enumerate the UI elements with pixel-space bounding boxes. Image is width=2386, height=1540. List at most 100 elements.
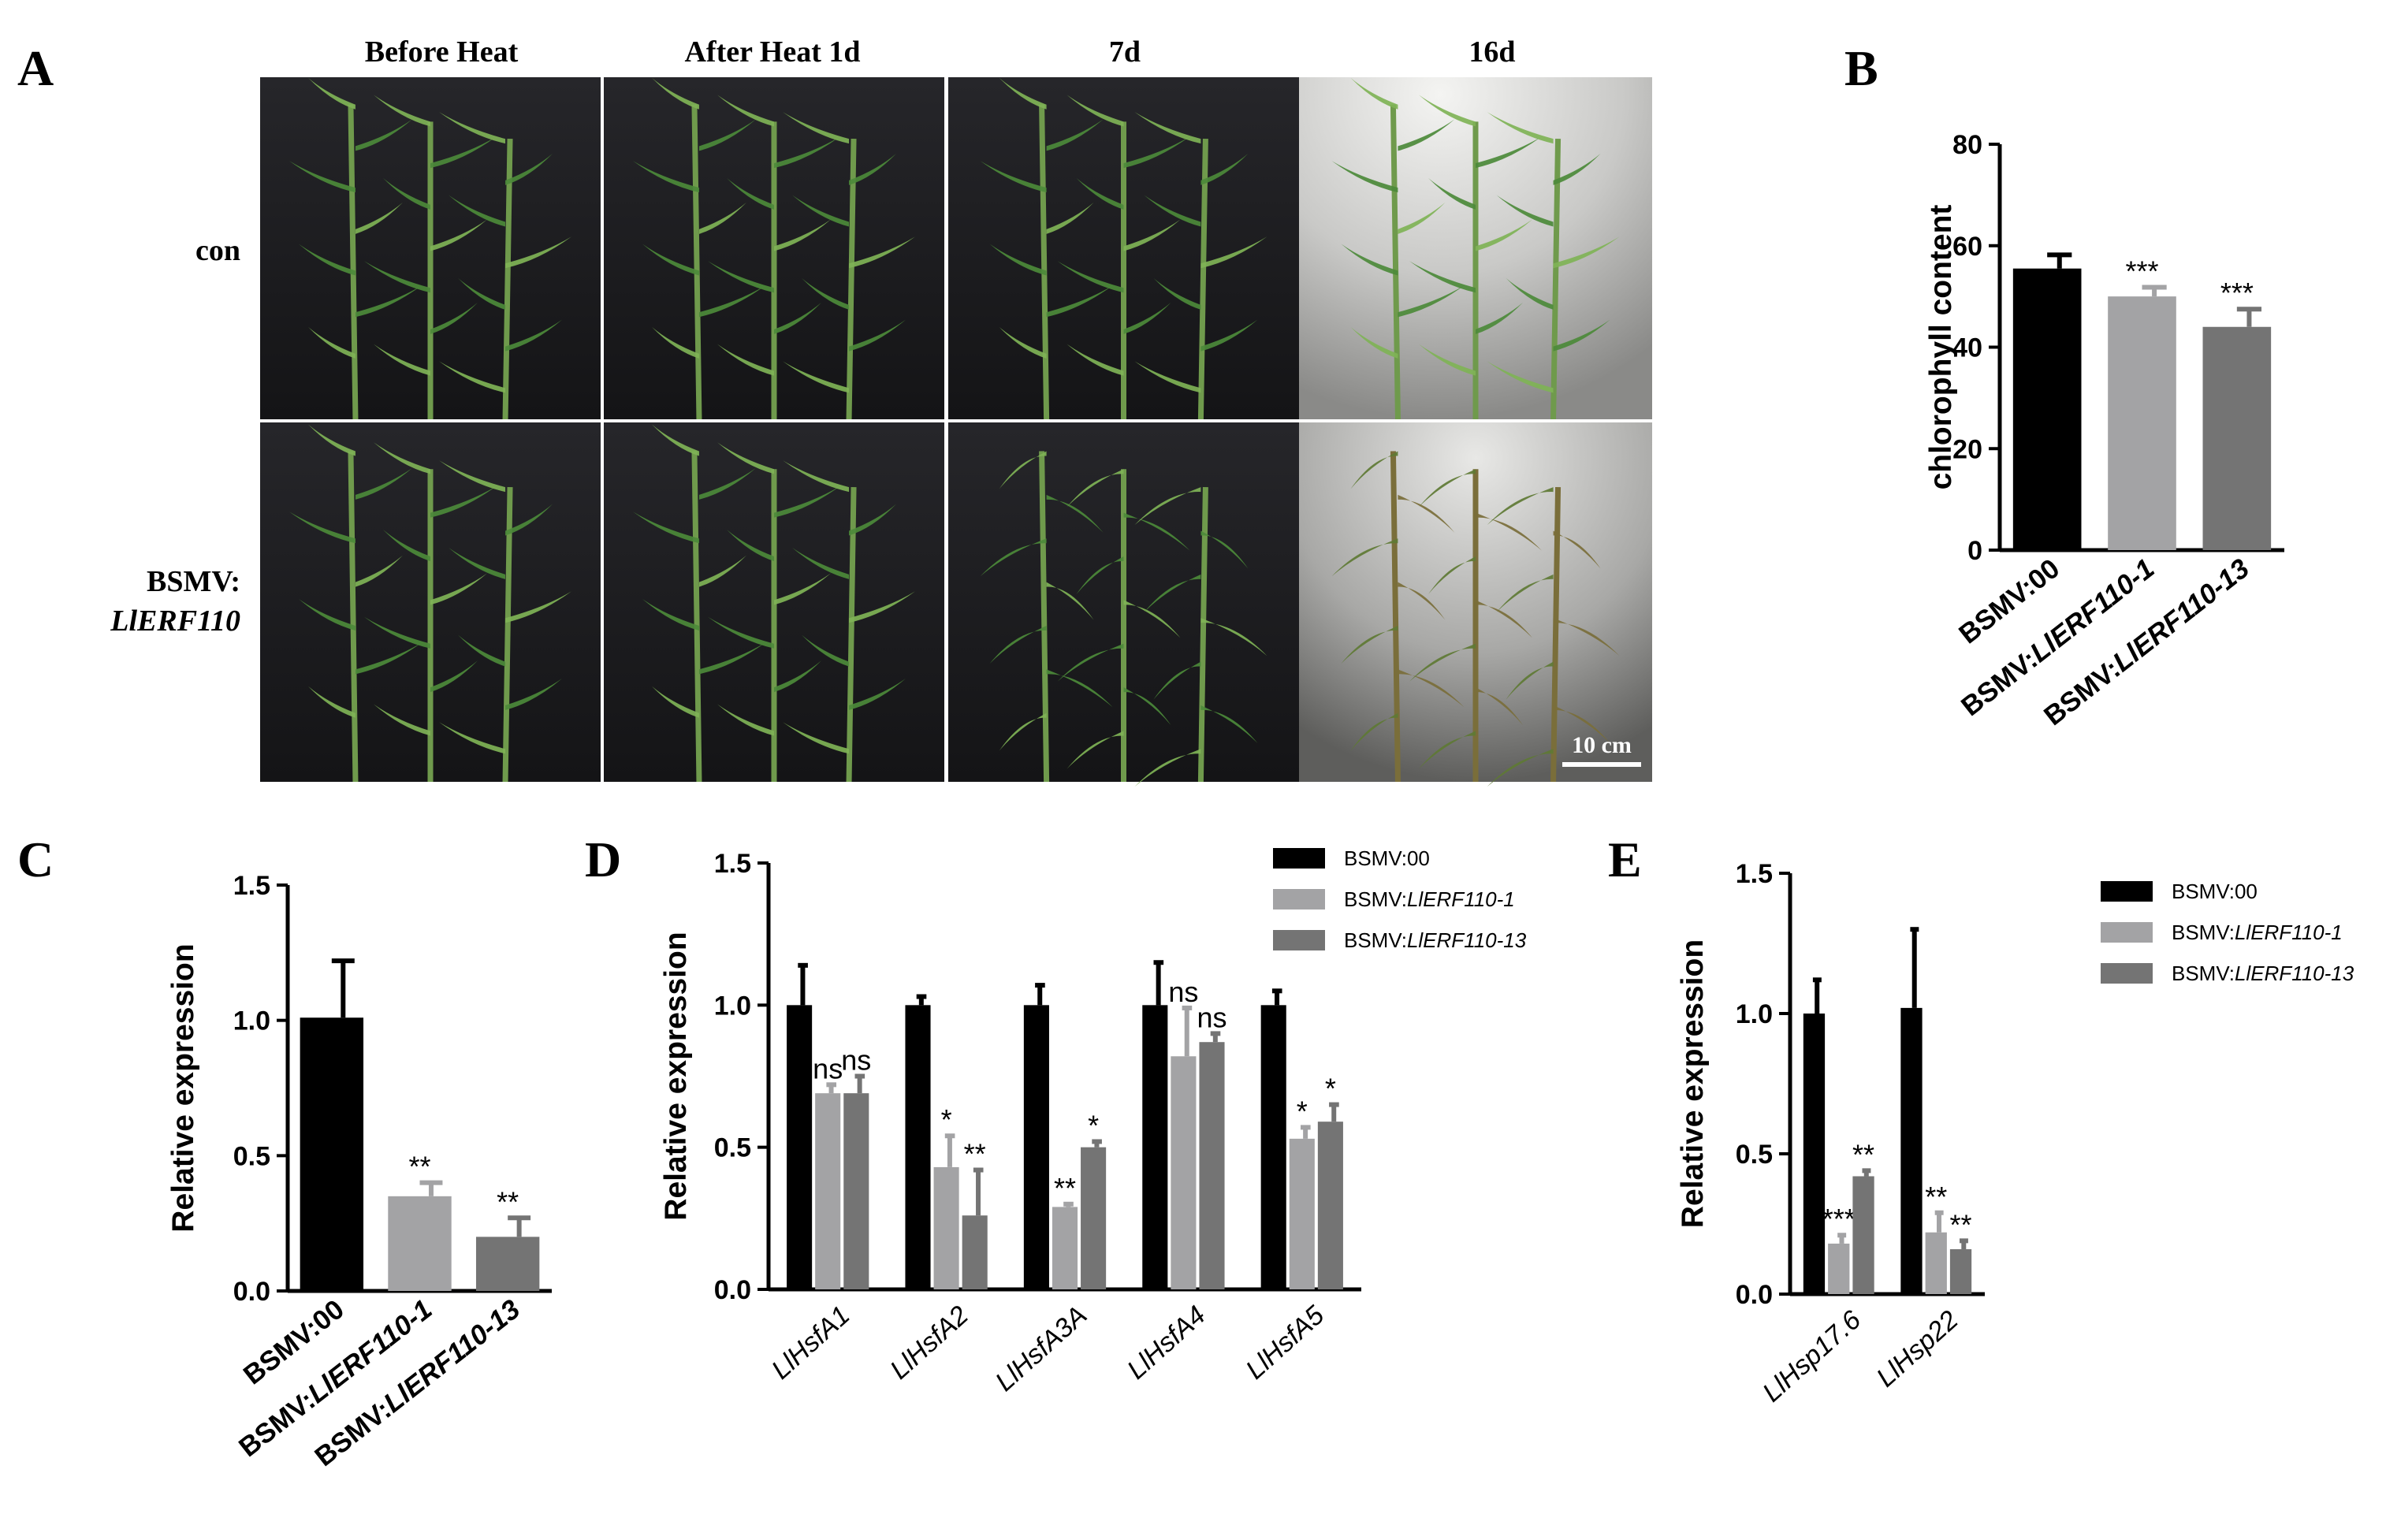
y-tick-label: 1.5 xyxy=(1736,859,1773,889)
plant-leaf xyxy=(1350,712,1398,751)
photo-1-2 xyxy=(948,422,1299,787)
plant-leaf xyxy=(355,642,422,675)
photo-1-3 xyxy=(1299,422,1652,787)
legend-swatch xyxy=(2101,922,2153,943)
bar xyxy=(1852,1176,1874,1294)
plant-leaf xyxy=(1066,731,1124,769)
plant-leaf xyxy=(383,177,430,210)
plant-leaf xyxy=(1200,236,1267,269)
plant-leaf xyxy=(783,722,850,754)
plant-leaf xyxy=(1200,530,1249,569)
plant-leaf xyxy=(980,161,1047,193)
plant-leaf xyxy=(849,319,906,352)
plant-leaf xyxy=(774,302,821,334)
plant-leaf xyxy=(439,112,506,144)
legend-label-prefix: BSMV: xyxy=(2172,921,2235,944)
significance-label: ** xyxy=(1054,1172,1076,1204)
plant-leaf xyxy=(1487,112,1554,144)
y-tick-label: 0.0 xyxy=(714,1275,751,1305)
photo-0-3 xyxy=(1299,77,1652,420)
plant-leaf xyxy=(1123,136,1190,169)
plant-leaf xyxy=(1553,530,1601,569)
plant-leaf xyxy=(1076,177,1124,210)
plant-leaf xyxy=(1200,319,1258,352)
photo-0-0 xyxy=(260,77,601,420)
plant-stem xyxy=(1390,451,1401,783)
plant-leaf xyxy=(1476,687,1523,726)
plant-leaf xyxy=(698,202,746,234)
plant-leaf xyxy=(430,660,478,693)
plant-leaf xyxy=(505,504,553,536)
legend-label: BSMV:00 xyxy=(1344,846,1430,870)
x-category-label: LlHsfA5 xyxy=(1240,1300,1330,1386)
plant-leaf xyxy=(980,538,1047,577)
significance-label: ** xyxy=(497,1185,519,1218)
plant-leaf xyxy=(717,344,774,376)
bar xyxy=(1900,1007,1923,1294)
x-category-label-prefix: BSMV: xyxy=(2038,653,2126,731)
plant-leaf xyxy=(698,119,756,151)
plant-leaf xyxy=(999,451,1047,489)
bar xyxy=(843,1093,869,1289)
legend-label-main: LlERF110-1 xyxy=(1407,887,1515,911)
plant-leaf xyxy=(849,153,897,185)
y-axis-title: Relative expression xyxy=(166,943,200,1232)
legend-label-prefix: BSMV: xyxy=(2172,962,2235,985)
column-header-before-heat: Before Heat xyxy=(365,35,519,69)
y-tick-label: 1.0 xyxy=(1736,999,1773,1029)
plant-leaf xyxy=(383,530,430,562)
plant-leaf xyxy=(307,686,355,718)
plant-leaf xyxy=(1428,177,1476,210)
plant-leaf xyxy=(651,77,699,110)
legend-label-prefix: BSMV: xyxy=(1344,928,1407,952)
legend-label: BSMV:LlERF110-1 xyxy=(2172,921,2343,944)
plant-leaf xyxy=(1398,494,1455,533)
legend-label-main: LlERF110-1 xyxy=(2235,921,2343,944)
plant-leaf xyxy=(374,95,430,127)
plant-leaf xyxy=(632,511,699,544)
plant-leaf xyxy=(1046,669,1113,708)
x-category-label: LlHsfA1 xyxy=(766,1300,856,1386)
plant-leaf xyxy=(430,485,497,518)
plant-stem xyxy=(502,487,513,783)
plant-leaf xyxy=(1057,643,1124,682)
plant-leaf xyxy=(651,686,699,718)
plant-leaf xyxy=(727,177,774,210)
plant-leaf xyxy=(999,326,1047,359)
plant-leaf xyxy=(698,285,765,318)
legend-label: BSMV:LlERF110-13 xyxy=(1344,928,1527,952)
plant-leaf xyxy=(774,660,821,693)
x-category-label: LlHsp17.6 xyxy=(1757,1305,1867,1408)
plant-stem xyxy=(1550,487,1562,783)
bar xyxy=(1289,1138,1315,1289)
plant-leaf xyxy=(1331,538,1398,577)
plant-leaf xyxy=(642,598,699,631)
plant-leaf xyxy=(1066,469,1124,508)
plant-leaf xyxy=(355,467,412,500)
plant-stem xyxy=(846,139,857,420)
significance-label: *** xyxy=(1822,1203,1856,1235)
plant-leaf xyxy=(1123,600,1181,638)
legend-swatch xyxy=(1273,889,1325,909)
plant-leaf xyxy=(999,712,1047,751)
plant-leaf xyxy=(1398,119,1455,151)
plant-leaf xyxy=(792,195,850,227)
plant-leaf xyxy=(298,598,355,631)
plant-leaf xyxy=(1200,705,1258,743)
plant-leaf xyxy=(849,678,906,710)
plant-leaf xyxy=(1487,487,1554,526)
legend-label: BSMV:LlERF110-1 xyxy=(1344,887,1515,911)
plant-leaf xyxy=(1134,112,1201,144)
plant-stem xyxy=(1550,139,1562,420)
plant-leaf xyxy=(1350,77,1398,110)
bar xyxy=(933,1166,959,1289)
y-axis-title: Relative expression xyxy=(659,932,693,1220)
y-axis-title: chlorophyll content xyxy=(1924,205,1958,490)
significance-label: ns xyxy=(1168,976,1198,1008)
plant-leaf xyxy=(1341,244,1398,276)
photo-0-2 xyxy=(948,77,1299,420)
bar xyxy=(962,1215,988,1289)
plant-leaf xyxy=(989,244,1047,276)
bar xyxy=(1142,1005,1168,1289)
